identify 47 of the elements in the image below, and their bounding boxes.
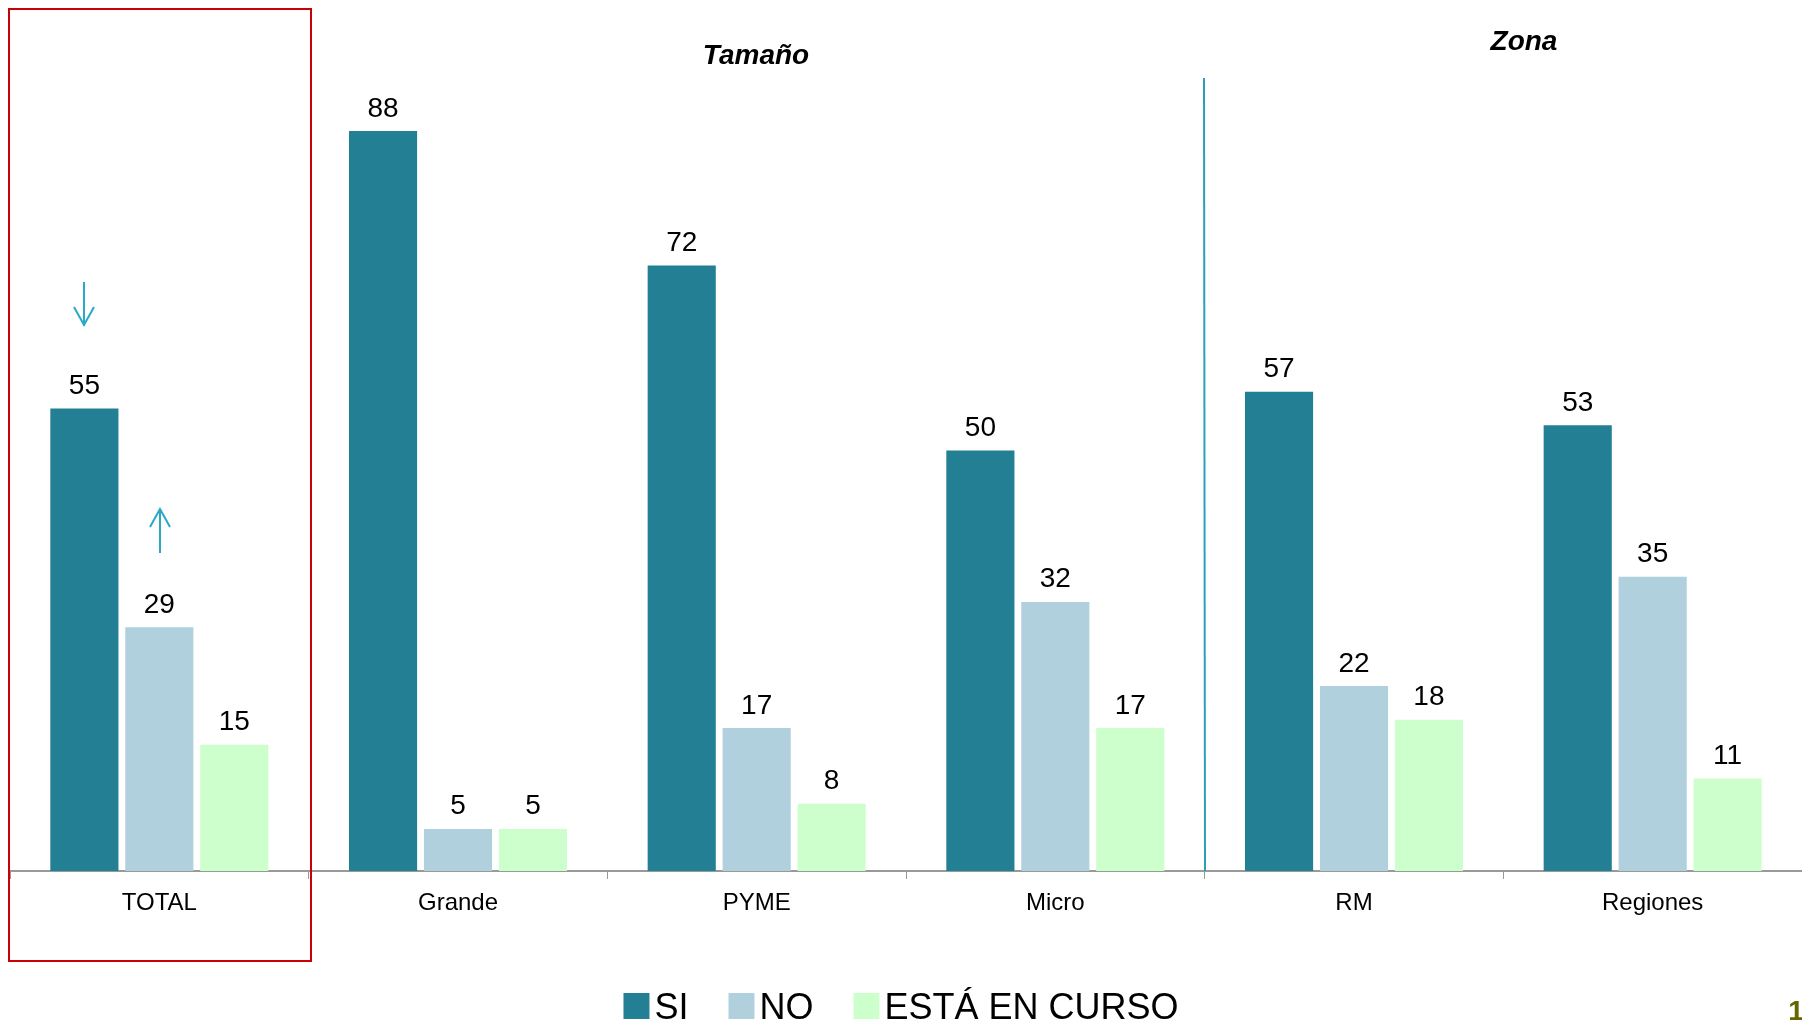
bar [1394,719,1464,871]
data-label: 22 [1338,646,1370,678]
bar [647,265,716,871]
bar [125,627,194,871]
data-label: 55 [68,369,100,400]
bar [423,828,493,871]
data-label: 5 [450,789,466,821]
data-label: 53 [1562,385,1594,417]
bar [200,744,269,871]
data-label: 50 [964,411,996,443]
data-label: 11 [1713,739,1743,770]
text: Tamaño [702,39,810,71]
bar [1319,686,1389,871]
data-label: 18 [1413,680,1445,712]
data-label: 8 [823,764,840,796]
bar [498,828,568,871]
data-label: 17 [1114,688,1146,720]
text: Zona [1490,25,1558,57]
bar [1021,601,1090,871]
x-tick-label: Regiones [1601,887,1704,915]
data-label: 72 [666,226,698,258]
data-label: 35 [1637,537,1669,569]
bar [722,728,791,871]
bar [1096,728,1165,871]
data-label: 57 [1263,352,1295,384]
legend-label: NO [759,985,814,1027]
bar [1244,391,1314,871]
data-label: 5 [525,789,541,821]
bar [1543,425,1612,871]
bar [1693,778,1762,871]
bar [946,450,1015,871]
data-label: 17 [741,688,773,720]
x-tick-label: TOTAL [121,887,197,915]
data-label: 32 [1039,562,1071,594]
bar [797,803,866,871]
bar [50,408,119,871]
legend-label: SI [654,985,689,1027]
x-tick-label: PYME [722,887,791,915]
legend-label: ESTÁ EN CURSO [884,985,1179,1027]
data-label: 29 [143,587,175,619]
bar [348,131,418,871]
data-label: 15 [218,705,250,737]
x-tick-label: RM [1335,887,1373,915]
x-tick-label: Micro [1026,887,1085,915]
x-tick-label: Grande [417,887,499,915]
data-label: 88 [367,91,399,123]
bar [1618,576,1687,871]
